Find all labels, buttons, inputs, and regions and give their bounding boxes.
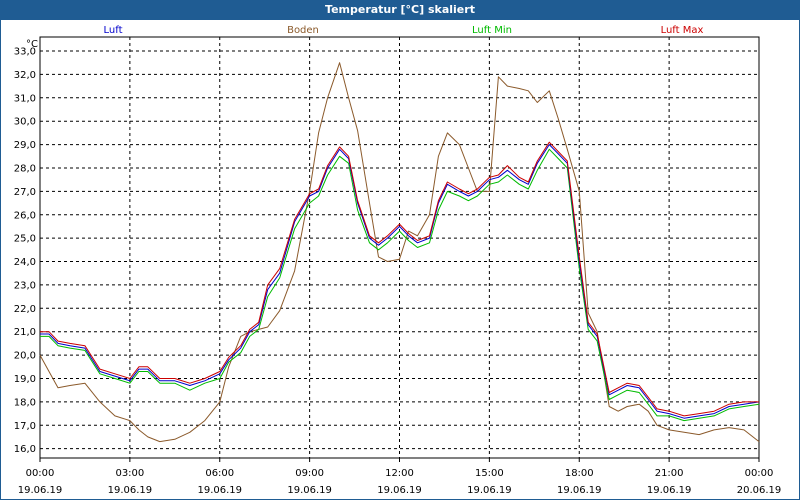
x-tick-date: 19.06.19 [287,485,332,496]
y-axis-ticks: 16,0 17,0 18,0 19,0 20,0 21,0 22,0 23,0 24,0 25,0… [14,47,36,456]
y-tick-label: 26,0 [14,210,36,221]
legend-item-luft-max: Luft Max [661,25,704,36]
y-tick-label: 32,0 [14,70,36,81]
x-tick-time: 12:00 [385,468,414,479]
y-tick-label: 21,0 [14,327,36,338]
y-tick-label: 33,0 [14,47,36,58]
chart-title: Temperatur [°C] skaliert [325,3,475,16]
legend-item-boden: Boden [287,25,319,36]
x-tick-time: 18:00 [565,468,594,479]
x-tick-date: 19.06.19 [467,485,512,496]
x-tick-date: 19.06.19 [108,485,153,496]
series-line-boden [39,62,760,443]
y-tick-label: 20,0 [14,351,36,362]
y-tick-label: 31,0 [14,93,36,104]
x-tick-date: 19.06.19 [197,485,242,496]
x-tick-date: 19.06.19 [647,485,692,496]
x-tick-time: 00:00 [26,468,55,479]
series-line-luft-max [40,141,759,417]
y-tick-label: 30,0 [14,117,36,128]
x-tick-date: 19.06.19 [18,485,63,496]
legend-item-luft: Luft [104,25,123,36]
x-tick-date: 19.06.19 [557,485,602,496]
legend: Luft Boden Luft Min Luft Max [104,25,704,36]
series-line-luft [40,144,760,419]
y-tick-label: 22,0 [14,304,36,315]
x-tick-date: 19.06.19 [377,485,422,496]
x-tick-time: 00:00 [745,468,774,479]
y-tick-label: 17,0 [14,421,36,432]
x-tick-time: 06:00 [205,468,234,479]
series-line-luft-min [40,148,760,422]
legend-item-luft-min: Luft Min [472,25,512,36]
x-axis-ticks: 00:00 19.06.19 03:00 19.06.19 06:00 19.06.19 0… [18,458,782,496]
x-tick-time: 21:00 [655,468,684,479]
y-axis-unit-label: °C [26,39,38,50]
y-tick-label: 16,0 [14,444,36,455]
y-tick-label: 29,0 [14,140,36,151]
y-tick-label: 27,0 [14,187,36,198]
grid [40,37,759,458]
x-tick-time: 15:00 [475,468,504,479]
y-tick-label: 25,0 [14,234,36,245]
y-tick-label: 24,0 [14,257,36,268]
y-tick-label: 28,0 [14,163,36,174]
series-layer [39,62,760,443]
y-tick-label: 18,0 [14,397,36,408]
y-tick-label: 19,0 [14,374,36,385]
y-tick-label: 23,0 [14,280,36,291]
x-tick-time: 09:00 [295,468,324,479]
x-tick-date: 20.06.19 [737,485,782,496]
x-tick-time: 03:00 [115,468,144,479]
title-bar: Temperatur [°C] skaliert [0,0,800,20]
